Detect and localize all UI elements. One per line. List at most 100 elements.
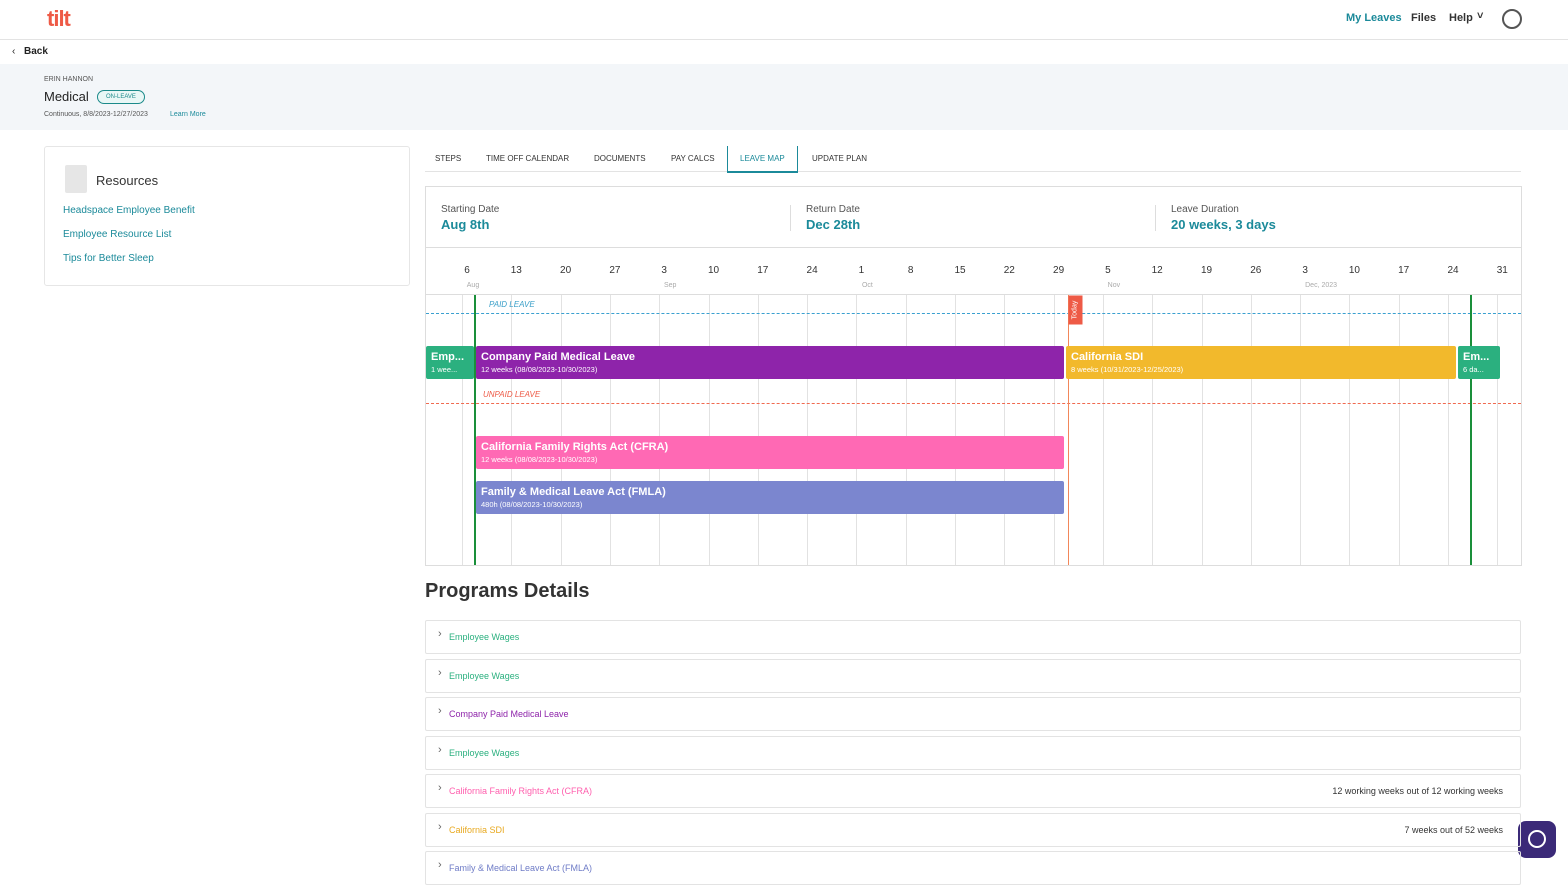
week-grid-line [511,295,513,565]
employee-name: ERIN HANNON [44,76,94,83]
leave-title: Medical [44,89,89,104]
week-grid-line [1497,295,1499,565]
bar-title: California SDI [1071,351,1144,363]
bar-detail: 12 weeks (08/08/2023-10/30/2023) [481,455,598,464]
program-usage: 12 working weeks out of 12 working weeks [1332,786,1503,796]
expand-arrow: › [438,820,442,833]
program-row[interactable]: › Employee Wages [425,658,1521,693]
program-name: California Family Rights Act (CFRA) [449,786,593,796]
unpaid-line [426,403,1521,404]
end-line [1470,295,1472,565]
summary-border [426,247,1521,248]
week-grid-line [560,295,562,565]
week-day: 10 [1348,265,1360,276]
week-day: 12 [1151,265,1163,276]
program-name: California SDI [449,824,505,835]
resource-link[interactable]: Employee Resource List [63,229,172,240]
week-grid-line [807,295,809,565]
tab[interactable]: TIME OFF CALENDAR [486,154,570,163]
expand-arrow: › [438,859,442,871]
leave-subtitle: Continuous, 8/8/2023-12/27/2023 [44,111,148,118]
expand-arrow: › [438,782,442,794]
resource-link[interactable]: Tips for Better Sleep [63,253,154,264]
bar-title: Family & Medical Leave Act (FMLA) [481,486,666,498]
back-arrow[interactable]: ‹ [12,46,16,57]
month-label: Aug [466,282,480,289]
leave-bar[interactable]: Emp... 1 wee... [426,346,474,379]
week-grid-line [1398,295,1400,565]
month-label: Dec, 2023 [1305,282,1338,289]
leave-bar[interactable]: California SDI 8 weeks (10/31/2023-12/25/… [1066,346,1456,379]
program-row[interactable]: › California SDI 7 weeks out of 52 weeks [425,812,1521,847]
program-usage: 7 weeks out of 52 weeks [1404,824,1503,835]
tab-divider [425,171,1521,172]
tab[interactable]: UPDATE PLAN [812,154,867,163]
summary-divider [1155,205,1156,231]
leave-bar[interactable]: Em... 6 da... [1458,346,1500,379]
unpaid-label: UNPAID LEAVE [483,390,541,399]
nav-link[interactable]: Files [1411,12,1437,24]
bar-detail: 1 wee... [431,365,458,374]
document-icon [65,165,87,193]
program-row[interactable]: › Company Paid Medical Leave [425,697,1521,731]
tab[interactable]: STEPS [435,154,462,163]
dropdown-caret: ˅ [1477,10,1484,22]
week-grid-line [1349,295,1351,565]
summary-value: Aug 8th [441,217,490,232]
leave-header [0,64,1568,130]
help-button[interactable] [1518,821,1556,858]
learn-more-link[interactable]: Learn More [170,111,206,118]
week-day: 31 [1496,265,1508,276]
month-label: Nov [1107,282,1121,289]
program-row[interactable]: › Family & Medical Leave Act (FMLA) [425,851,1521,885]
leave-bar[interactable]: California Family Rights Act (CFRA) 12 we… [476,436,1064,469]
bar-title: California Family Rights Act (CFRA) [481,441,669,453]
back-link[interactable]: Back [24,46,48,57]
nav-link[interactable]: My Leaves [1346,12,1402,24]
week-day: 17 [757,265,769,276]
bar-title: Company Paid Medical Leave [481,351,636,363]
today-line [1068,295,1069,565]
week-grid-line [757,295,759,565]
bar-title: Emp... [431,351,465,363]
program-name: Employee Wages [449,632,520,642]
nav-link[interactable]: Help [1449,12,1473,24]
avatar-icon[interactable] [1502,9,1522,29]
week-day: 27 [609,265,621,276]
tab[interactable]: DOCUMENTS [594,154,646,163]
week-day: 19 [1200,265,1213,276]
month-label: Oct [861,282,873,289]
paid-label: PAID LEAVE [489,300,535,309]
week-day: 13 [510,265,522,276]
week-day: 10 [707,265,720,276]
tab[interactable]: PAY CALCS [671,154,715,163]
expand-arrow: › [438,705,442,717]
week-day: 8 [907,265,914,276]
bar-detail: 8 weeks (10/31/2023-12/25/2023) [1071,365,1184,374]
program-row[interactable]: › California Family Rights Act (CFRA) 12 w… [425,774,1521,808]
week-day: 26 [1250,265,1262,276]
tab[interactable]: LEAVE MAP [727,146,798,173]
month-label: Sep [663,282,677,289]
logo[interactable]: tilt [47,6,71,31]
resources-card: Resources Headspace Employee Benefit Empl… [44,146,410,286]
week-grid-line [1152,295,1154,565]
week-grid-line [1300,295,1302,565]
top-nav: tilt [0,0,1568,40]
program-row[interactable]: › Employee Wages [425,735,1521,770]
week-grid-line [856,295,858,565]
program-name: Employee Wages [449,670,520,681]
summary-value: 20 weeks, 3 days [1171,217,1276,232]
leave-bar[interactable]: Company Paid Medical Leave 12 weeks (08/0… [476,346,1064,379]
leave-bar[interactable]: Family & Medical Leave Act (FMLA) 480h (0… [476,481,1064,514]
expand-arrow: › [438,743,442,756]
week-day: 24 [1447,265,1459,276]
program-row[interactable]: › Employee Wages [425,620,1521,654]
week-day: 17 [1398,265,1410,276]
leave-map: Starting Date Aug 8th Return Date Dec 28th L… [425,186,1522,566]
programs-title: Programs Details [425,580,590,602]
bar-detail: 12 weeks (08/08/2023-10/30/2023) [481,365,598,374]
paid-line [426,313,1521,314]
resource-link[interactable]: Headspace Employee Benefit [63,205,195,216]
